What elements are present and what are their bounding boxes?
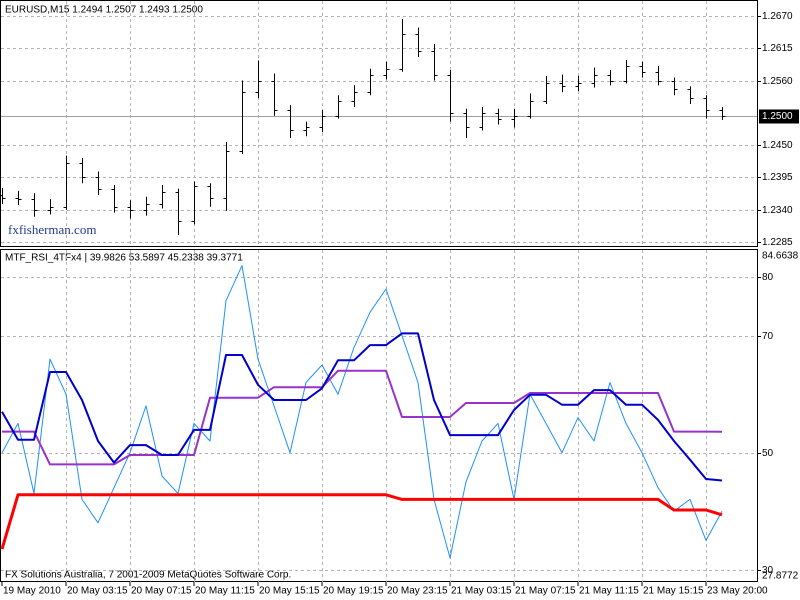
x-tick-label: 20 May 23:15 bbox=[387, 586, 448, 597]
x-tick-label: 20 May 07:15 bbox=[131, 586, 192, 597]
y-max-label: 84.6638 bbox=[762, 251, 799, 262]
last-price-label: 1.2500 bbox=[762, 111, 793, 122]
y-tick-label: 1.2395 bbox=[762, 172, 793, 183]
indicator-window-frame bbox=[0, 249, 758, 582]
y-tick-label: 1.2560 bbox=[762, 76, 793, 87]
last-price-box bbox=[759, 109, 799, 124]
y-tick-label: 1.2340 bbox=[762, 205, 793, 216]
y-tick-label: 1.2450 bbox=[762, 140, 793, 151]
x-tick-label: 23 May 20:00 bbox=[707, 586, 768, 597]
x-tick-label: 21 May 07:15 bbox=[515, 586, 576, 597]
x-tick-label: 21 May 15:15 bbox=[643, 586, 704, 597]
y-tick-label: 30 bbox=[762, 565, 774, 576]
x-tick-label: 19 May 2010 bbox=[3, 586, 61, 597]
y-min-label: 27.8772 bbox=[762, 571, 799, 582]
price-window-title: EURUSD,M15 1.2494 1.2507 1.2493 1.2500 bbox=[5, 5, 203, 16]
footer: FX Solutions Australia, 7 2001-2009 Meta… bbox=[5, 570, 291, 581]
price-window-frame bbox=[0, 0, 758, 247]
y-tick-label: 1.2670 bbox=[762, 11, 793, 22]
indicator-line bbox=[2, 369, 723, 466]
x-tick-label: 20 May 19:15 bbox=[323, 586, 384, 597]
y-tick-label: 1.2285 bbox=[762, 237, 793, 248]
x-tick-label: 21 May 03:15 bbox=[451, 586, 512, 597]
x-tick-label: 20 May 15:15 bbox=[259, 586, 320, 597]
y-tick-label: 50 bbox=[762, 448, 774, 459]
x-tick-label: 20 May 03:15 bbox=[67, 586, 128, 597]
x-tick-label: 21 May 11:15 bbox=[579, 586, 639, 597]
indicator-line bbox=[1, 332, 723, 482]
indicator-line bbox=[1, 265, 723, 559]
indicator-window-title: MTF_RSI_4TFx4 | 39.9826 53.5897 45.2338 … bbox=[5, 253, 243, 264]
y-tick-label: 80 bbox=[762, 272, 774, 283]
indicator-line bbox=[0, 493, 723, 550]
x-tick-label: 20 May 11:15 bbox=[195, 586, 255, 597]
y-tick-label: 70 bbox=[762, 331, 774, 342]
watermark: fxfisherman.com bbox=[8, 222, 96, 237]
y-tick-label: 1.2615 bbox=[762, 43, 793, 54]
